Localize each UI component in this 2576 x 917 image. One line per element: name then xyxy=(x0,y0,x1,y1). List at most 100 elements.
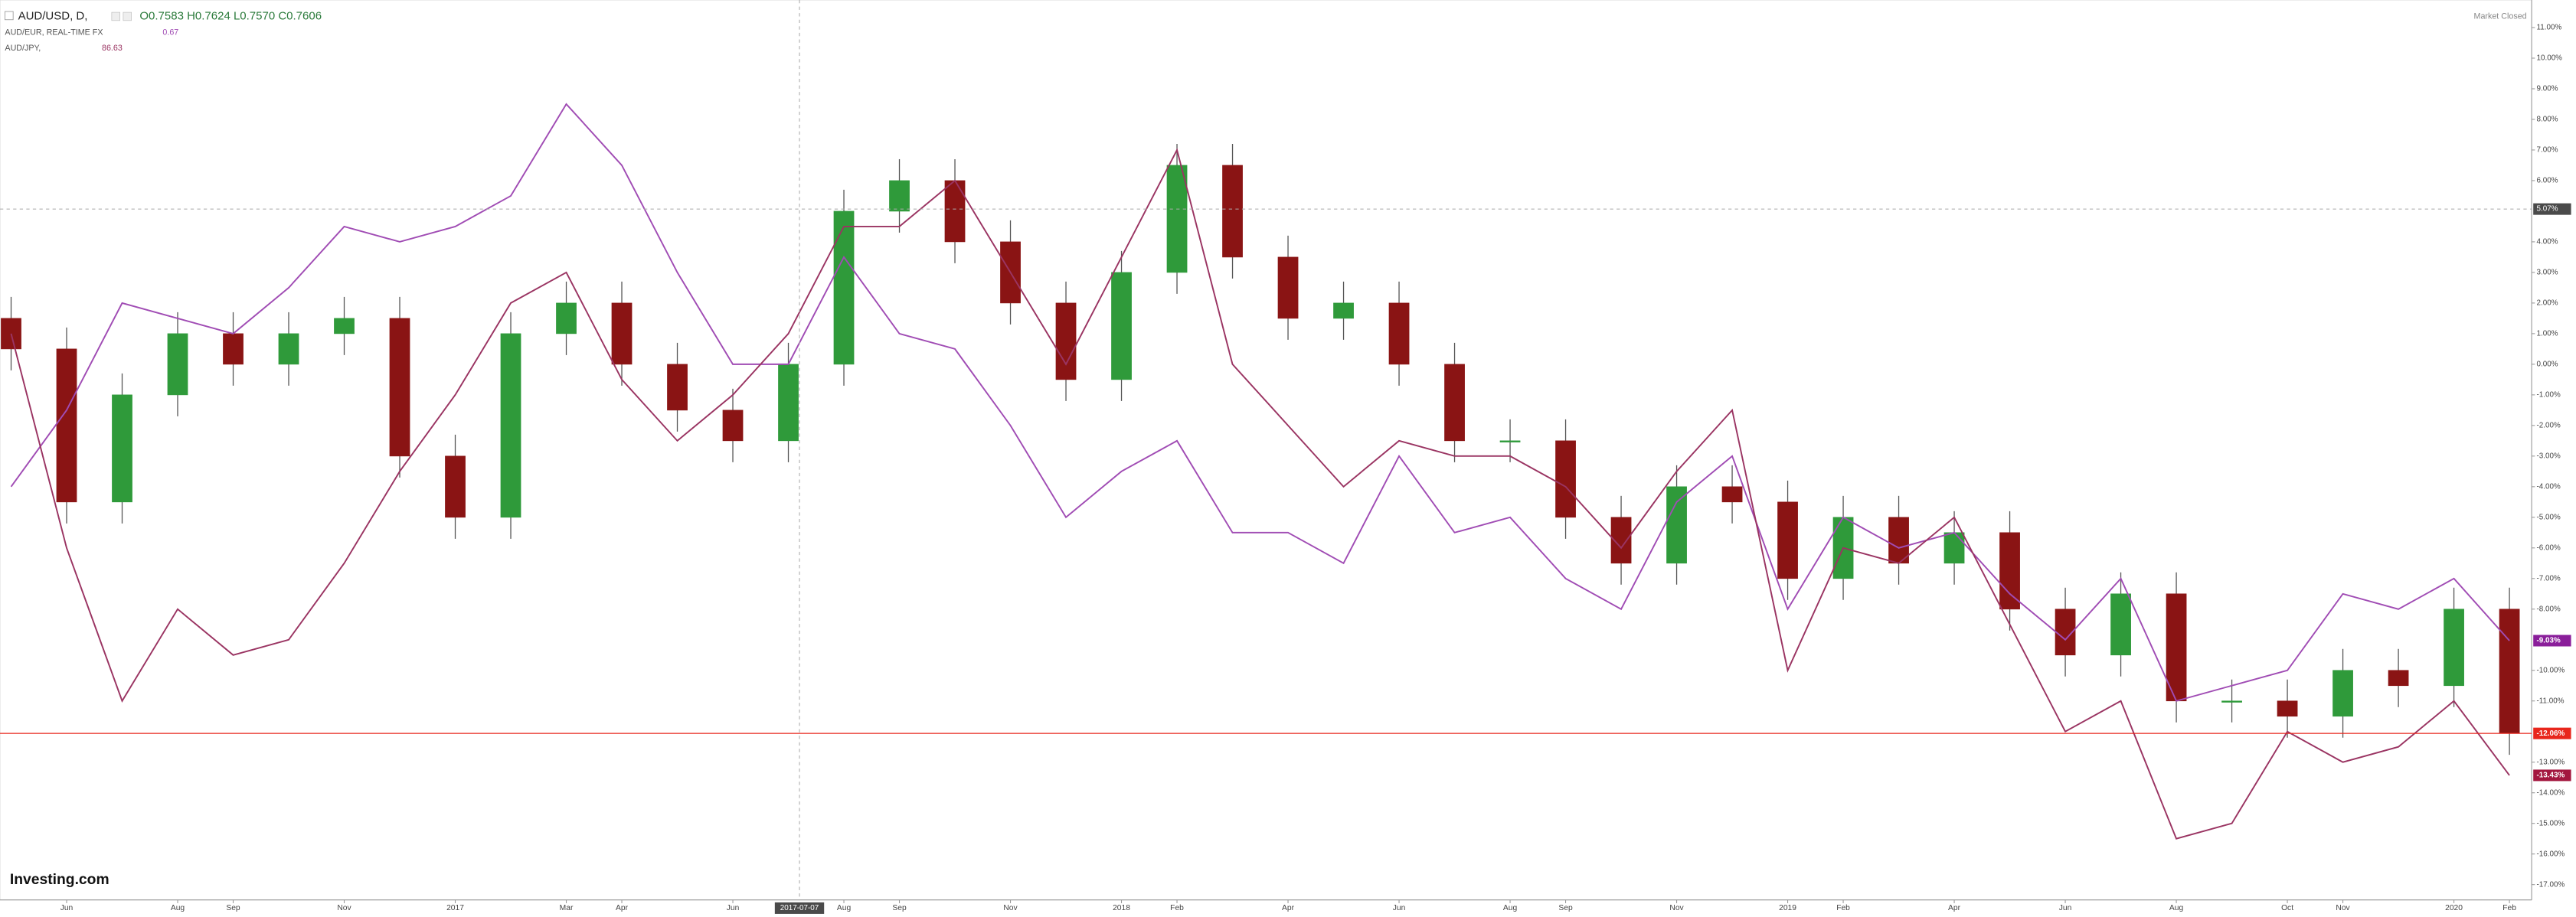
x-tick-label: 2020 xyxy=(2445,904,2463,912)
candle-body xyxy=(889,180,910,212)
x-tick-label: Jun xyxy=(60,904,74,912)
y-tick-label: -13.00% xyxy=(2537,758,2565,766)
y-tick-label: -14.00% xyxy=(2537,788,2565,797)
x-tick-label: Feb xyxy=(1836,904,1850,912)
price-label: -12.06% xyxy=(2537,729,2565,738)
y-tick-label: -5.00% xyxy=(2537,513,2561,521)
price-label: -9.03% xyxy=(2537,637,2561,645)
legend-value: 0.67 xyxy=(162,28,178,38)
candle-body xyxy=(56,348,77,503)
candle-body xyxy=(667,364,688,411)
candle-body xyxy=(944,180,966,243)
y-tick-label: -8.00% xyxy=(2537,605,2561,613)
price-label-box xyxy=(2533,635,2571,647)
x-tick-label: Jun xyxy=(2059,904,2072,912)
collapse-icon[interactable] xyxy=(5,11,14,21)
crosshair-x-label: 2017-07-07 xyxy=(780,904,819,912)
market-status: Market Closed xyxy=(2474,11,2527,21)
x-tick-label: Sep xyxy=(1558,904,1573,912)
x-tick-label: 2019 xyxy=(1779,904,1796,912)
y-tick-label: -10.00% xyxy=(2537,666,2565,674)
candle-body xyxy=(1333,302,1354,319)
x-tick-label: Nov xyxy=(1669,904,1684,912)
plot-area xyxy=(0,0,2532,901)
candle-body xyxy=(556,302,577,334)
y-tick-label: -17.00% xyxy=(2537,880,2565,889)
overlay: AUD/USD, D, O0.7583 H0.7624 L0.7570 C0.7… xyxy=(5,9,2527,888)
y-tick-label: 10.00% xyxy=(2537,54,2563,63)
x-tick-label: 2017 xyxy=(446,904,464,912)
y-tick-label: -7.00% xyxy=(2537,574,2561,583)
candle-body xyxy=(1943,532,1965,564)
candle-body xyxy=(1721,486,1743,503)
crosshair-y-box xyxy=(2533,203,2571,215)
crosshair-y-label: 5.07% xyxy=(2537,205,2558,214)
brand-logo[interactable]: Investing.com xyxy=(10,872,110,888)
y-tick-label: -3.00% xyxy=(2537,452,2561,460)
legend-value: 86.63 xyxy=(102,44,123,53)
x-tick-label: Apr xyxy=(616,904,629,912)
y-tick-label: 7.00% xyxy=(2537,146,2558,155)
candle-body xyxy=(1055,302,1077,380)
y-tick-label: 9.00% xyxy=(2537,85,2558,93)
y-tick-label: -11.00% xyxy=(2537,697,2565,705)
price-label-box xyxy=(2533,727,2571,739)
candle-body xyxy=(2110,593,2131,656)
icon[interactable] xyxy=(111,11,120,21)
candle-body xyxy=(2166,593,2187,702)
crosshair-x-box xyxy=(774,902,825,914)
series-line xyxy=(10,148,2510,840)
candle-body xyxy=(1,318,21,350)
candle-body xyxy=(223,333,244,365)
candle-body xyxy=(722,410,744,442)
candle-body xyxy=(2332,670,2353,717)
candle-body xyxy=(1166,165,1188,273)
x-tick-label: 2018 xyxy=(1113,904,1130,912)
candle-body xyxy=(500,333,521,518)
candle-body xyxy=(778,364,799,442)
x-tick-label: Feb xyxy=(2502,904,2516,912)
candle-body xyxy=(445,455,466,518)
y-tick-label: -6.00% xyxy=(2537,543,2561,552)
y-tick-label: -1.00% xyxy=(2537,390,2561,399)
candle-body xyxy=(1111,272,1132,380)
x-tick-label: Apr xyxy=(1282,904,1295,912)
candle-body xyxy=(1666,486,1687,564)
legend-entry[interactable]: AUD/EUR, REAL-TIME FX xyxy=(5,28,103,38)
icon[interactable] xyxy=(123,11,132,21)
legend-entry[interactable]: AUD/JPY, xyxy=(5,44,41,53)
candle-body xyxy=(2499,609,2520,734)
candle-body xyxy=(112,394,132,503)
main-symbol[interactable]: AUD/USD, D, xyxy=(18,9,88,22)
y-tick-label: 6.00% xyxy=(2537,177,2558,185)
x-tick-label: Apr xyxy=(1948,904,1961,912)
x-tick-label: Jun xyxy=(727,904,740,912)
y-tick-label: 4.00% xyxy=(2537,238,2558,246)
y-tick-label: 11.00% xyxy=(2537,24,2562,32)
ohlc: O0.7583 H0.7624 L0.7570 C0.7606 xyxy=(139,9,322,22)
candle-body xyxy=(1888,517,1909,564)
series-line xyxy=(10,103,2510,702)
candle-body xyxy=(278,333,299,365)
x-tick-label: Nov xyxy=(337,904,351,912)
x-tick-label: Aug xyxy=(2169,904,2184,912)
x-tick-label: Mar xyxy=(560,904,574,912)
candle-body xyxy=(1277,256,1299,319)
candle-body xyxy=(1222,165,1243,258)
candle-body xyxy=(1777,501,1798,579)
x-tick-label: Sep xyxy=(892,904,907,912)
x-tick-label: Sep xyxy=(226,904,240,912)
candle-body xyxy=(611,302,633,365)
candle-body xyxy=(334,318,355,334)
x-tick-label: Feb xyxy=(1170,904,1184,912)
y-tick-label: 1.00% xyxy=(2537,329,2558,338)
candle-body xyxy=(2388,670,2409,687)
y-tick-label: 3.00% xyxy=(2537,269,2558,277)
x-tick-label: Oct xyxy=(2281,904,2293,912)
candle-body xyxy=(167,333,188,396)
candle-body xyxy=(1499,440,1521,442)
y-tick-label: -16.00% xyxy=(2537,850,2565,858)
candle-body xyxy=(2277,700,2298,717)
